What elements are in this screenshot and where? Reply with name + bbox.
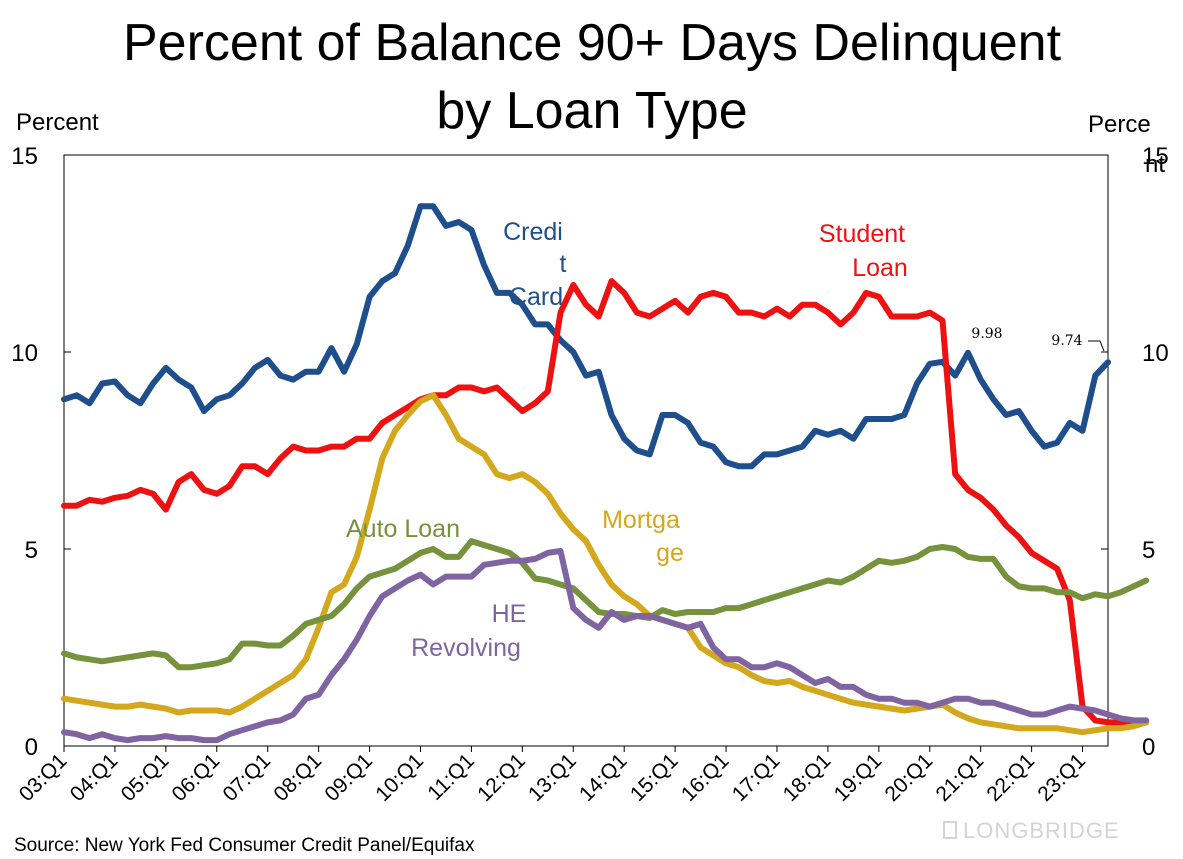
watermark-text: LONGBRIDGE — [963, 818, 1120, 843]
y-tick-label-left: 0 — [25, 734, 38, 761]
credit-card-label-line-1: Credi — [503, 218, 563, 246]
y-tick-label-right: 10 — [1142, 340, 1169, 367]
credit-card-label-line-2: t — [560, 250, 567, 278]
x-tick-label: 11:Q1 — [423, 749, 479, 805]
student-loan-label-line-1: Student — [819, 220, 905, 248]
x-tick-label: 18:Q1 — [779, 749, 836, 806]
x-tick-label: 15:Q1 — [626, 749, 683, 806]
series-line-credit-card — [61, 203, 1111, 470]
y-tick-label-right: 15 — [1142, 143, 1169, 170]
watermark-icon — [943, 821, 957, 839]
he-revolving-label-line-2: Revolving — [411, 634, 521, 662]
x-tick-label: 14:Q1 — [575, 749, 632, 806]
plot-frame — [63, 154, 1109, 747]
x-tick-label: 12:Q1 — [473, 749, 530, 806]
he-revolving-label-line-1: HE — [492, 600, 527, 628]
source-note: Source: New York Fed Consumer Credit Pan… — [14, 835, 475, 856]
x-tick-label: 20:Q1 — [881, 749, 938, 806]
series-line-auto-loan — [61, 538, 1150, 671]
right-axis-unit-line-1: Perce — [1088, 111, 1151, 138]
watermark: LONGBRIDGE — [943, 818, 1120, 843]
y-tick-label-left: 10 — [11, 340, 38, 367]
series-line-student-loan — [61, 278, 1150, 726]
right-axis-unit-line-2: nt — [1145, 151, 1165, 178]
x-tick-label: 05:Q1 — [117, 749, 174, 806]
y-tick-label-left: 5 — [25, 537, 38, 564]
x-tick-label: 19:Q1 — [830, 749, 887, 806]
axes: 0 0 5 5 10 10 15 15 03:Q104:Q105:Q106:Q107:Q108:… — [11, 143, 1168, 806]
x-tick-label: 16:Q1 — [677, 749, 734, 806]
auto-loan-label: Auto Loan — [346, 515, 460, 543]
series-line-mortgage — [61, 392, 1150, 736]
mortgage-label-line-2: ge — [656, 539, 684, 567]
y-tick-label-right: 0 — [1142, 734, 1155, 761]
y-tick-label-left: 15 — [11, 143, 38, 170]
x-tick-label: 22:Q1 — [982, 749, 1039, 806]
x-tick-label: 08:Q1 — [269, 749, 326, 806]
series-line-he-revolving — [61, 548, 1150, 744]
annotation-9-74-leader — [1088, 340, 1105, 352]
x-tick-label: 23:Q1 — [1033, 749, 1090, 806]
student-loan-label-line-2: Loan — [852, 254, 908, 282]
x-tick-label: 10:Q1 — [371, 749, 428, 806]
series-layer — [61, 203, 1150, 744]
mortgage-label-line-1: Mortga — [602, 506, 680, 534]
left-axis-unit: Percent — [16, 109, 99, 136]
annotation-9-98: 9.98 — [971, 326, 1002, 342]
chart-title-line-1: Percent of Balance 90+ Days Delinquent — [123, 14, 1062, 72]
annotation-9-74: 9.74 — [1051, 333, 1082, 349]
chart-title-line-2: by Loan Type — [436, 82, 747, 140]
x-tick-label: 06:Q1 — [168, 749, 225, 806]
x-tick-label: 17:Q1 — [728, 749, 785, 806]
credit-card-label-line-3: Card — [509, 283, 563, 311]
y-tick-label-right: 5 — [1142, 537, 1155, 564]
x-tick-label: 13:Q1 — [524, 749, 581, 806]
x-tick-label: 07:Q1 — [219, 749, 276, 806]
x-tick-label: 21:Q1 — [931, 749, 988, 806]
x-tick-label: 04:Q1 — [66, 749, 123, 806]
x-tick-label: 09:Q1 — [320, 749, 377, 806]
x-tick-label: 03:Q1 — [15, 749, 72, 806]
